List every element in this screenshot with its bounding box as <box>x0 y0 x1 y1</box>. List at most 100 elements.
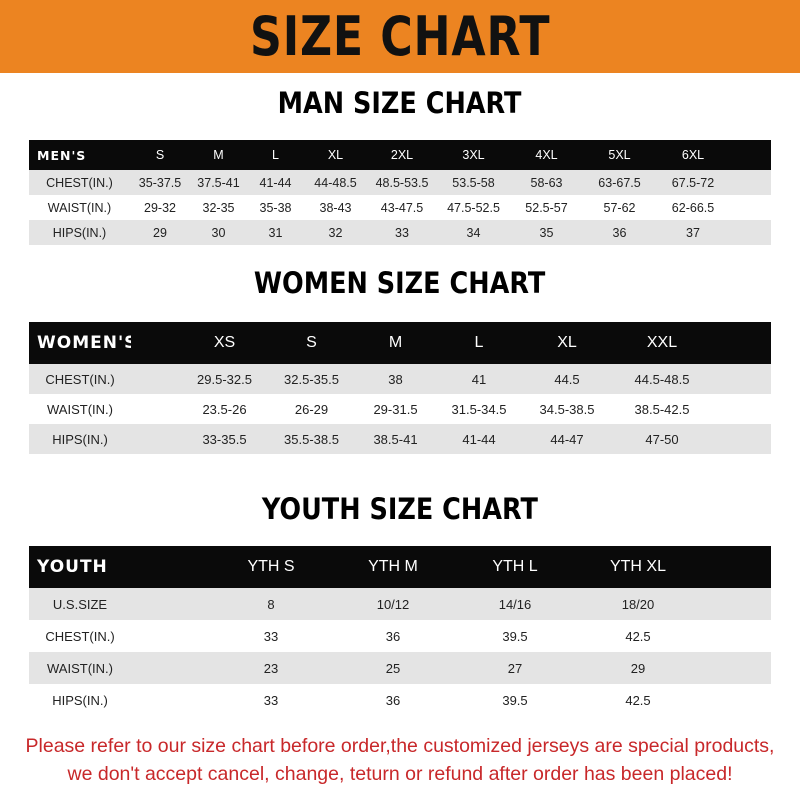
youth-size-table: YOUTH YTH S YTH M YTH L YTH XL U.S.SIZE 8 10/12… <box>29 546 771 716</box>
measurement-cell: 47-50 <box>613 424 711 454</box>
measurement-cell: 35.5-38.5 <box>269 424 354 454</box>
header-filler <box>730 140 771 170</box>
row-filler <box>711 424 771 454</box>
size-header: 5XL <box>583 140 656 170</box>
measurement-cell: 44.5-48.5 <box>613 364 711 394</box>
measurement-cell: 41-44 <box>247 170 304 195</box>
measurement-cell: 29.5-32.5 <box>180 364 269 394</box>
measurement-cell: 57-62 <box>583 195 656 220</box>
header-label: WOMEN'S <box>29 322 136 364</box>
row-spacer <box>131 394 180 424</box>
row-label: HIPS(IN.) <box>29 424 131 454</box>
measurement-cell: 18/20 <box>576 588 700 620</box>
measurement-cell: 35-38 <box>247 195 304 220</box>
measurement-cell: 35 <box>510 220 583 245</box>
measurement-cell: 8 <box>210 588 332 620</box>
measurement-cell: 32.5-35.5 <box>269 364 354 394</box>
measurement-cell: 34 <box>437 220 510 245</box>
header-filler <box>711 322 771 364</box>
measurement-cell: 38.5-42.5 <box>613 394 711 424</box>
row-spacer <box>131 684 210 716</box>
measurement-cell: 33 <box>210 620 332 652</box>
measurement-cell: 25 <box>332 652 454 684</box>
size-header: 3XL <box>437 140 510 170</box>
measurement-cell: 36 <box>583 220 656 245</box>
measurement-cell: 43-47.5 <box>367 195 437 220</box>
size-header: YTH XL <box>576 546 700 588</box>
measurement-cell: 39.5 <box>454 684 576 716</box>
women-section-title: WOMEN SIZE CHART <box>0 266 800 300</box>
header-label: MEN'S <box>29 140 130 170</box>
measurement-cell: 32-35 <box>190 195 247 220</box>
measurement-cell: 38-43 <box>304 195 367 220</box>
header-spacer <box>131 546 210 588</box>
row-label: HIPS(IN.) <box>29 684 131 716</box>
measurement-cell: 26-29 <box>269 394 354 424</box>
measurement-cell: 23.5-26 <box>180 394 269 424</box>
measurement-cell: 48.5-53.5 <box>367 170 437 195</box>
size-header: YTH L <box>454 546 576 588</box>
measurement-cell: 29-31.5 <box>354 394 437 424</box>
men-size-table: MEN'S S M L XL 2XL 3XL 4XL 5XL 6XL CHEST(IN.) 35-37… <box>29 140 771 245</box>
measurement-cell: 52.5-57 <box>510 195 583 220</box>
measurement-cell: 23 <box>210 652 332 684</box>
measurement-cell: 27 <box>454 652 576 684</box>
measurement-cell: 37 <box>656 220 730 245</box>
header-spacer <box>131 322 180 364</box>
row-filler <box>700 588 771 620</box>
measurement-cell: 44-47 <box>521 424 613 454</box>
row-spacer <box>131 588 210 620</box>
size-header: S <box>269 322 354 364</box>
men-section-title: MAN SIZE CHART <box>0 86 800 120</box>
measurement-cell: 29-32 <box>130 195 190 220</box>
size-header: XL <box>304 140 367 170</box>
measurement-cell: 38.5-41 <box>354 424 437 454</box>
size-chart-banner: SIZE CHART <box>0 0 800 73</box>
measurement-cell: 63-67.5 <box>583 170 656 195</box>
youth-section-title: YOUTH SIZE CHART <box>0 492 800 526</box>
row-spacer <box>131 364 180 394</box>
measurement-cell: 47.5-52.5 <box>437 195 510 220</box>
measurement-cell: 58-63 <box>510 170 583 195</box>
row-filler <box>730 220 771 245</box>
row-label: HIPS(IN.) <box>29 220 130 245</box>
banner-title: SIZE CHART <box>249 5 551 68</box>
row-filler <box>700 684 771 716</box>
measurement-cell: 30 <box>190 220 247 245</box>
header-filler <box>700 546 771 588</box>
row-filler <box>730 170 771 195</box>
measurement-cell: 36 <box>332 620 454 652</box>
row-label: CHEST(IN.) <box>29 170 130 195</box>
size-header: XS <box>180 322 269 364</box>
measurement-cell: 29 <box>130 220 190 245</box>
size-header: 4XL <box>510 140 583 170</box>
size-header: XL <box>521 322 613 364</box>
measurement-cell: 35-37.5 <box>130 170 190 195</box>
size-header: YTH M <box>332 546 454 588</box>
header-label: YOUTH <box>29 546 131 588</box>
measurement-cell: 34.5-38.5 <box>521 394 613 424</box>
row-label: WAIST(IN.) <box>29 195 130 220</box>
measurement-cell: 33 <box>210 684 332 716</box>
measurement-cell: 33-35.5 <box>180 424 269 454</box>
men-title-text: MAN SIZE CHART <box>278 86 522 120</box>
measurement-cell: 62-66.5 <box>656 195 730 220</box>
measurement-cell: 41 <box>437 364 521 394</box>
measurement-cell: 44-48.5 <box>304 170 367 195</box>
measurement-cell: 32 <box>304 220 367 245</box>
measurement-cell: 42.5 <box>576 620 700 652</box>
measurement-cell: 31 <box>247 220 304 245</box>
measurement-cell: 37.5-41 <box>190 170 247 195</box>
notice-line-1: Please refer to our size chart before or… <box>25 735 775 757</box>
size-header: 2XL <box>367 140 437 170</box>
row-filler <box>700 652 771 684</box>
measurement-cell: 10/12 <box>332 588 454 620</box>
size-header: XXL <box>613 322 711 364</box>
women-title-text: WOMEN SIZE CHART <box>254 266 546 300</box>
row-filler <box>730 195 771 220</box>
measurement-cell: 39.5 <box>454 620 576 652</box>
row-label: WAIST(IN.) <box>29 652 131 684</box>
row-label: U.S.SIZE <box>29 588 131 620</box>
row-label: WAIST(IN.) <box>29 394 131 424</box>
row-spacer <box>131 424 180 454</box>
